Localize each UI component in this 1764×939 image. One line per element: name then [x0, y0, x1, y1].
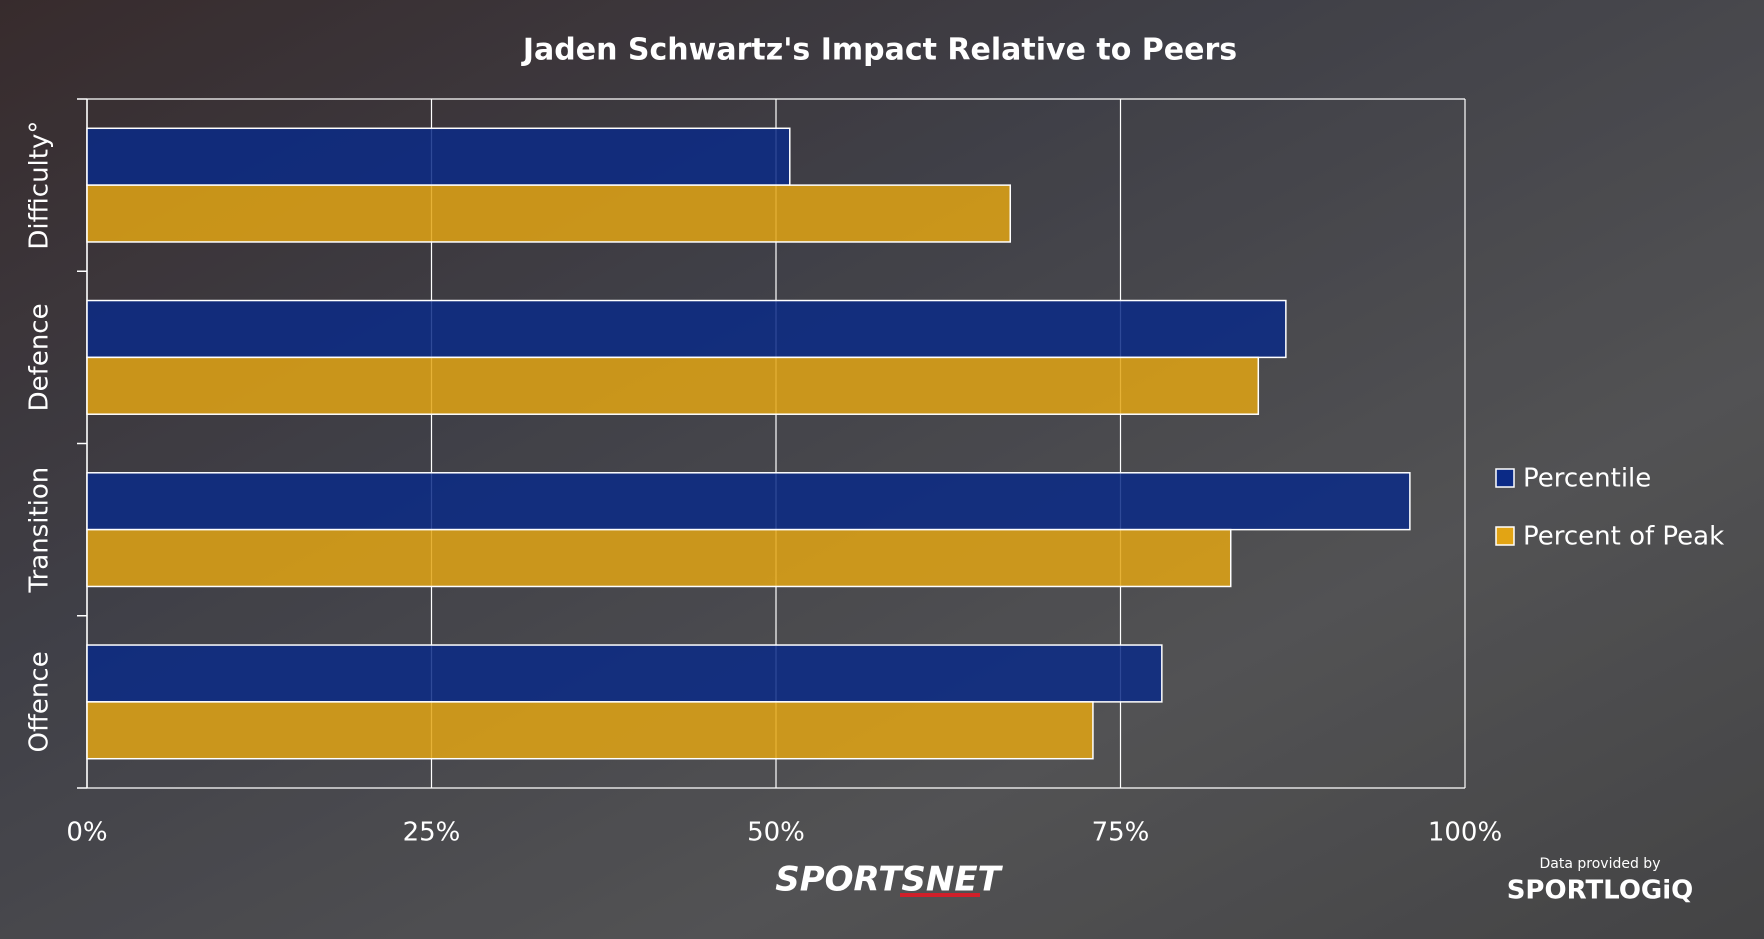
y-tick-label: Difficulty°: [25, 121, 55, 250]
legend-swatch: [1495, 526, 1515, 546]
y-tick-label: Transition: [25, 467, 55, 594]
bar: [86, 644, 1163, 703]
provider-logo: SPORTLOGiQ: [1507, 876, 1694, 906]
legend-label: Percentile: [1523, 464, 1651, 494]
network-logo: SPORTSNET: [775, 860, 1003, 900]
x-tick-label: 100%: [1428, 818, 1502, 848]
logo-swoosh: [900, 893, 980, 897]
bar: [86, 127, 791, 186]
bar: [86, 184, 1012, 243]
x-tick-label: 75%: [1092, 818, 1150, 848]
chart-title: Jaden Schwartz's Impact Relative to Peer…: [521, 33, 1237, 68]
x-tick-label: 50%: [747, 818, 805, 848]
legend-label: Percent of Peak: [1523, 522, 1724, 552]
plot-area: 0% 25% 50% 75% 100% Difficulty° Defence Transit…: [25, 98, 1502, 848]
x-tick-label: 0%: [66, 818, 107, 848]
bar: [86, 701, 1094, 760]
y-tick-label: Offence: [25, 651, 55, 752]
credit-text: Data provided by: [1540, 856, 1661, 872]
bar: [86, 299, 1287, 359]
y-tick-label: Defence: [25, 303, 55, 411]
legend-swatch: [1495, 468, 1515, 488]
bar: [86, 528, 1232, 588]
x-tick-label: 25%: [403, 818, 461, 848]
bar: [86, 472, 1411, 531]
bar: [86, 356, 1260, 415]
